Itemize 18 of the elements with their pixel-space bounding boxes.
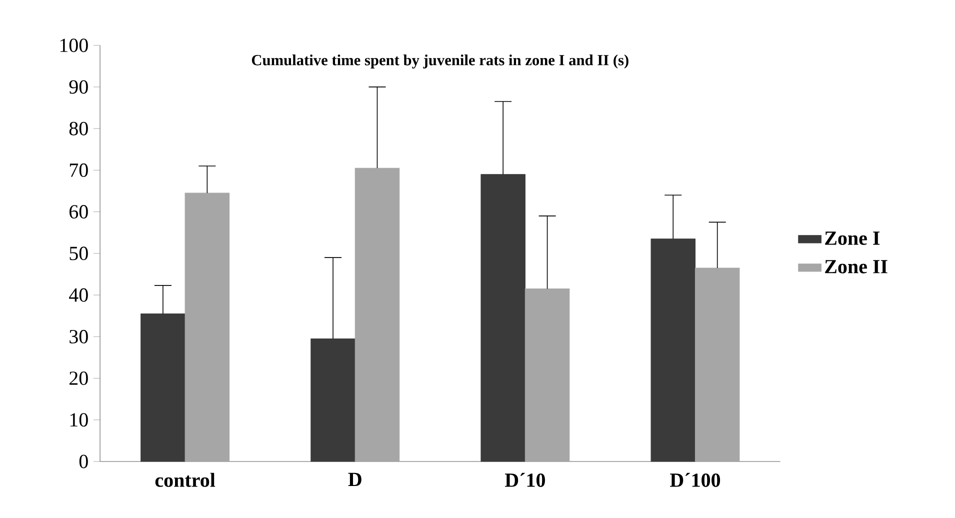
- y-tick-label: 10: [70, 413, 88, 427]
- y-tick-label: 90: [69, 80, 88, 94]
- x-tick-label: D´100: [670, 473, 720, 488]
- y-tick-label: 20: [70, 372, 88, 386]
- x-tick-label: D: [348, 473, 362, 486]
- text: Cumulative time spent by juvenile rats in zone I and II (s): [252, 54, 628, 69]
- y-tick-label: 30: [70, 330, 88, 344]
- y-tick-label: 100: [60, 38, 88, 52]
- x-tick-label: control: [155, 473, 216, 488]
- y-tick-label: 60: [70, 205, 88, 219]
- y-tick-label: 50: [70, 246, 88, 260]
- legend-label: Zone II: [825, 260, 888, 274]
- y-tick-label: 0: [79, 454, 88, 468]
- y-tick-label: 70: [70, 164, 88, 178]
- y-tick-label: 40: [69, 288, 88, 302]
- y-tick-label: 80: [69, 122, 88, 136]
- x-tick-label: D´10: [504, 473, 545, 488]
- legend-label: Zone I: [825, 232, 880, 246]
